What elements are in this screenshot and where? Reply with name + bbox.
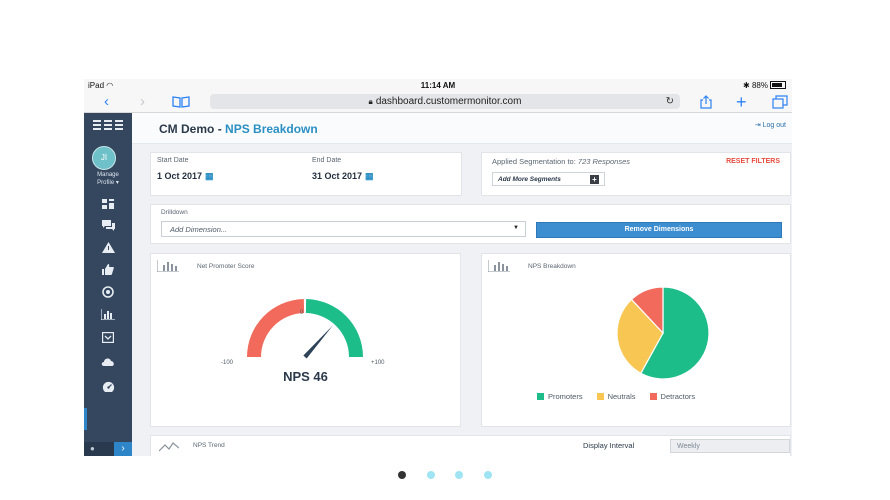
sidebar: JI Manage Profile ▾ ● › (84, 113, 132, 456)
sidebar-footer: ● › (84, 442, 132, 456)
book-icon (172, 96, 190, 108)
forward-button[interactable]: › (140, 93, 145, 110)
pager-dot-4[interactable] (484, 471, 492, 479)
legend-item-promoters[interactable]: Promoters (537, 392, 583, 401)
cloud-icon[interactable] (84, 355, 132, 369)
gauge-positive-arc (305, 299, 363, 357)
info-icon[interactable]: ● (90, 444, 95, 453)
plus-icon: + (590, 175, 599, 184)
manage-profile-link[interactable]: Manage Profile ▾ (97, 172, 119, 186)
reset-filters-button[interactable]: RESET FILTERS (726, 158, 780, 165)
nps-gauge (247, 299, 363, 359)
gauge-needle (303, 325, 333, 359)
end-date-label: End Date (312, 157, 342, 164)
tabs-icon (772, 95, 788, 109)
tabs-button[interactable] (772, 95, 788, 114)
expand-sidebar-button[interactable]: › (114, 442, 132, 456)
reload-icon[interactable]: ↻ (665, 96, 674, 107)
dropdown-arrow-icon: ▼ (513, 225, 519, 231)
nps-trend-card: NPS Trend Display Interval Weekly (150, 435, 791, 456)
remove-dimensions-button[interactable]: Remove Dimensions (536, 222, 782, 238)
menu-icon[interactable] (84, 119, 132, 133)
display-interval-label: Display Interval (583, 441, 635, 450)
legend-swatch (596, 393, 604, 400)
back-button[interactable]: ‹ (104, 93, 109, 110)
legend-swatch (649, 393, 657, 400)
device-label: iPad ◠ (88, 81, 114, 90)
display-interval-select[interactable]: Weekly (670, 439, 790, 453)
line-chart-icon (159, 442, 179, 452)
legend-swatch (537, 393, 544, 400)
legend-label: Detractors (660, 392, 696, 401)
battery-icon (770, 81, 786, 89)
battery: ✱ 88% (743, 81, 786, 90)
calendar-icon[interactable]: ▦ (365, 171, 374, 181)
url-bar[interactable]: 🔒︎ dashboard.customermonitor.com ↻ (210, 94, 680, 109)
drilldown-card: Drilldown Add Dimension... ▼ Remove Dimen… (150, 204, 791, 244)
trend-title: NPS Trend (193, 442, 225, 449)
gauge-negative-arc (247, 299, 305, 357)
calendar-icon[interactable]: ▦ (205, 171, 214, 181)
share-button[interactable] (700, 95, 712, 114)
date-filter-card: Start Date 1 Oct 2017 ▦ End Date 31 Oct 2… (150, 152, 462, 196)
pager-dot-3[interactable] (455, 471, 463, 479)
start-date-field[interactable]: 1 Oct 2017 ▦ (157, 171, 214, 181)
pie-legend: Promoters Neutrals Detractors (537, 392, 777, 401)
bluetooth-icon: ✱ (743, 81, 750, 90)
legend-item-neutrals[interactable]: Neutrals (596, 392, 636, 401)
legend-item-detractors[interactable]: Detractors (649, 392, 696, 401)
page-header: CM Demo - NPS Breakdown ⇥ Log out (132, 113, 792, 144)
page-indicator (0, 471, 890, 481)
pie-slice-neutrals[interactable] (616, 298, 664, 375)
pie-slice-promoters[interactable] (640, 286, 710, 380)
legend-label: Neutrals (607, 392, 636, 401)
ipad-screen: iPad ◠ 11:14 AM ✱ 88% ‹ › 🔒︎ dashboard.cu… (84, 79, 792, 456)
segmentation-card: Applied Segmentation to: 723 Responses R… (481, 152, 791, 196)
thumbs-up-icon[interactable] (84, 264, 132, 278)
chat-icon[interactable] (84, 220, 132, 234)
bar-chart-icon (488, 260, 510, 272)
lock-icon: 🔒︎ (368, 97, 373, 106)
gauge-title: Net Promoter Score (197, 263, 255, 270)
gauge-icon[interactable] (84, 381, 132, 395)
segmentation-label: Applied Segmentation to: 723 Responses (492, 157, 631, 166)
gauge-mid-label: 0 (300, 310, 304, 316)
active-indicator (84, 408, 87, 430)
pager-dot-1[interactable] (398, 471, 406, 479)
pager-dot-2[interactable] (427, 471, 435, 479)
eye-icon[interactable] (84, 286, 132, 301)
add-segments-button[interactable]: Add More Segments + (492, 172, 605, 186)
nps-breakdown-card: NPS Breakdown Promoters Neutrals Detractor… (481, 253, 791, 427)
dashboard-icon[interactable] (84, 198, 132, 212)
inbox-icon[interactable] (84, 332, 132, 346)
pie-slice-detractors[interactable] (630, 286, 664, 335)
gauge-min-label: -100 (221, 360, 234, 366)
bar-chart-icon[interactable] (84, 309, 132, 323)
share-icon (700, 95, 712, 109)
browser-toolbar: ‹ › 🔒︎ dashboard.customermonitor.com ↻ + (84, 92, 792, 113)
status-bar: iPad ◠ 11:14 AM ✱ 88% (84, 79, 792, 92)
legend-label: Promoters (548, 392, 583, 401)
end-date-field[interactable]: 31 Oct 2017 ▦ (312, 171, 374, 181)
bar-chart-icon (157, 260, 179, 272)
dimension-select[interactable]: Add Dimension... ▼ (161, 221, 526, 237)
start-date-label: Start Date (157, 157, 189, 164)
wifi-icon: ◠ (106, 81, 114, 90)
nps-pie-chart (616, 286, 710, 380)
gauge-max-label: +100 (371, 360, 385, 366)
bookmarks-button[interactable] (172, 95, 190, 113)
clock: 11:14 AM (420, 81, 456, 90)
new-tab-button[interactable]: + (736, 92, 747, 112)
nps-gauge-card: Net Promoter Score 0 -100 +100 NPS 46 (150, 253, 461, 427)
page-title: CM Demo - NPS Breakdown (159, 122, 318, 136)
pie-title: NPS Breakdown (528, 263, 576, 270)
gauge-value-label: NPS 46 (283, 369, 328, 384)
drilldown-label: Drilldown (161, 209, 188, 216)
logout-icon: ⇥ (754, 122, 761, 129)
url-text: dashboard.customermonitor.com (375, 96, 522, 107)
alert-icon[interactable] (84, 242, 132, 256)
avatar[interactable]: JI (92, 146, 116, 170)
logout-link[interactable]: ⇥ Log out (754, 122, 786, 129)
